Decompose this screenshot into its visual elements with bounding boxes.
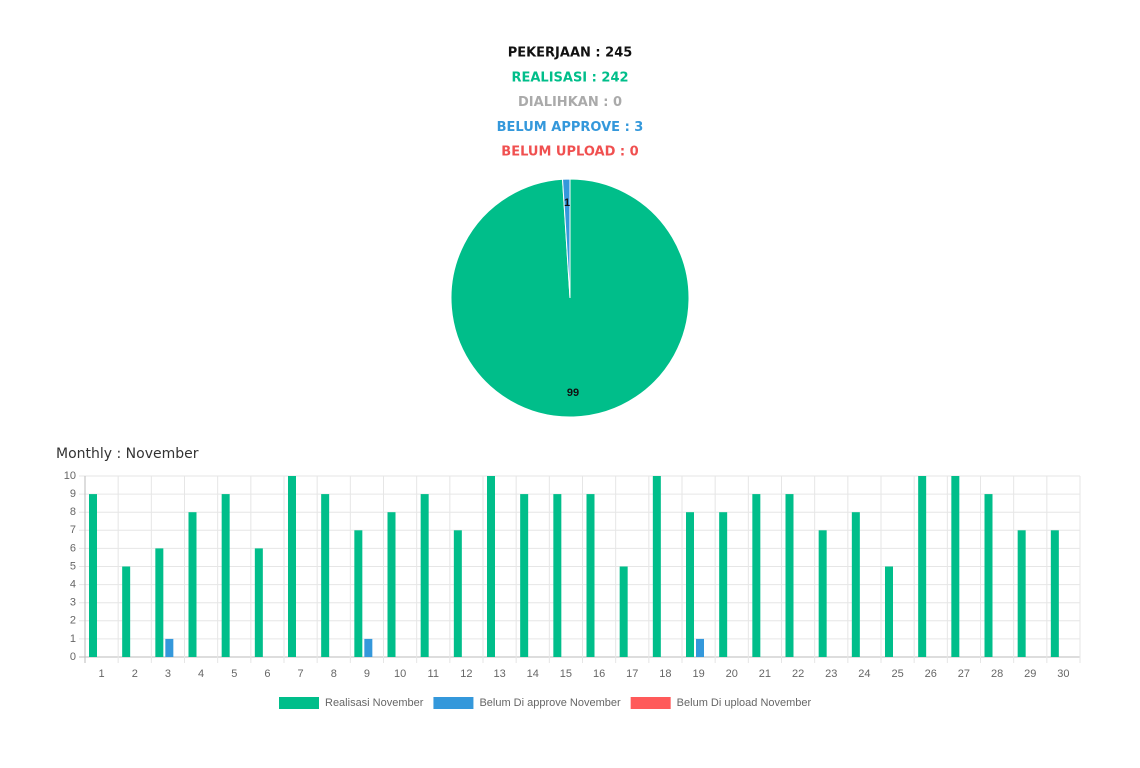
x-tick-label: 18 xyxy=(659,668,671,680)
y-tick-label: 6 xyxy=(70,542,76,554)
x-tick-label: 11 xyxy=(428,668,439,680)
summary-line: BELUM APPROVE : 3 xyxy=(497,120,644,135)
summary-line: BELUM UPLOAD : 0 xyxy=(501,145,638,160)
y-tick-label: 1 xyxy=(70,633,76,645)
bar xyxy=(288,476,296,657)
x-tick-label: 17 xyxy=(626,668,638,680)
x-tick-label: 4 xyxy=(198,668,204,680)
legend-label: Realisasi November xyxy=(325,697,424,709)
bar xyxy=(918,476,927,657)
x-tick-label: 19 xyxy=(692,668,704,680)
x-tick-label: 20 xyxy=(726,668,738,680)
bar xyxy=(686,512,694,657)
y-tick-label: 10 xyxy=(64,470,76,482)
y-tick-label: 4 xyxy=(70,579,76,591)
y-tick-label: 0 xyxy=(70,651,76,663)
chart-title: Monthly : November xyxy=(56,446,199,462)
bar xyxy=(553,494,562,657)
bar xyxy=(586,494,595,657)
legend-label: Belum Di approve November xyxy=(479,697,621,709)
x-tick-label: 15 xyxy=(560,668,572,680)
x-tick-label: 3 xyxy=(165,668,171,680)
bar xyxy=(89,494,97,657)
pie-label: 1 xyxy=(564,197,570,209)
bar xyxy=(453,530,462,657)
y-tick-label: 9 xyxy=(70,488,76,500)
pie-label: 99 xyxy=(567,387,579,399)
bar xyxy=(1017,530,1026,657)
x-tick-label: 1 xyxy=(99,668,105,680)
legend-label: Belum Di upload November xyxy=(677,697,812,709)
x-tick-label: 29 xyxy=(1024,668,1036,680)
bar xyxy=(387,512,396,657)
x-tick-label: 2 xyxy=(132,668,138,680)
bar xyxy=(818,530,827,657)
y-tick-label: 8 xyxy=(70,506,76,518)
bar xyxy=(520,494,529,657)
x-tick-label: 5 xyxy=(231,668,237,680)
legend-swatch xyxy=(279,697,319,709)
x-tick-label: 10 xyxy=(394,668,406,680)
bar xyxy=(885,566,893,657)
x-tick-label: 22 xyxy=(792,668,804,680)
x-tick-label: 30 xyxy=(1057,668,1069,680)
x-tick-label: 25 xyxy=(891,668,903,680)
bar xyxy=(354,530,363,657)
summary-line: PEKERJAAN : 245 xyxy=(508,46,633,61)
x-tick-label: 7 xyxy=(298,668,304,680)
bar xyxy=(696,638,704,657)
bar xyxy=(254,548,263,657)
bar xyxy=(221,494,230,657)
summary-line: DIALIHKAN : 0 xyxy=(518,95,622,110)
bar xyxy=(652,476,661,657)
x-tick-label: 8 xyxy=(331,668,337,680)
x-tick-label: 21 xyxy=(759,668,771,680)
bar xyxy=(321,494,330,657)
bar xyxy=(851,512,860,657)
x-tick-label: 9 xyxy=(364,668,370,680)
bar xyxy=(1050,530,1059,657)
y-tick-label: 7 xyxy=(70,524,76,536)
legend-swatch xyxy=(433,697,474,709)
x-tick-label: 28 xyxy=(991,668,1003,680)
x-tick-label: 6 xyxy=(264,668,270,680)
bar xyxy=(188,512,197,657)
bar xyxy=(122,566,131,657)
x-tick-label: 26 xyxy=(925,668,937,680)
bar xyxy=(785,494,794,657)
x-tick-label: 13 xyxy=(493,668,505,680)
pie-slice xyxy=(561,178,571,299)
summary-line: REALISASI : 242 xyxy=(511,70,628,85)
bar xyxy=(155,548,164,657)
bar xyxy=(951,476,960,657)
bar xyxy=(364,638,373,657)
x-tick-label: 14 xyxy=(527,668,539,680)
bar xyxy=(619,566,628,657)
bar xyxy=(165,638,174,657)
bar xyxy=(487,476,495,657)
bar xyxy=(719,512,728,657)
bar xyxy=(752,494,761,657)
y-tick-label: 2 xyxy=(70,615,76,627)
x-tick-label: 23 xyxy=(825,668,837,680)
bar xyxy=(420,494,429,657)
y-tick-label: 3 xyxy=(70,597,76,609)
x-tick-label: 24 xyxy=(858,668,870,680)
legend-swatch xyxy=(630,697,671,709)
x-tick-label: 12 xyxy=(460,668,472,680)
x-tick-label: 16 xyxy=(593,668,605,680)
bar xyxy=(984,494,993,657)
y-tick-label: 5 xyxy=(70,560,76,572)
x-tick-label: 27 xyxy=(958,668,970,680)
